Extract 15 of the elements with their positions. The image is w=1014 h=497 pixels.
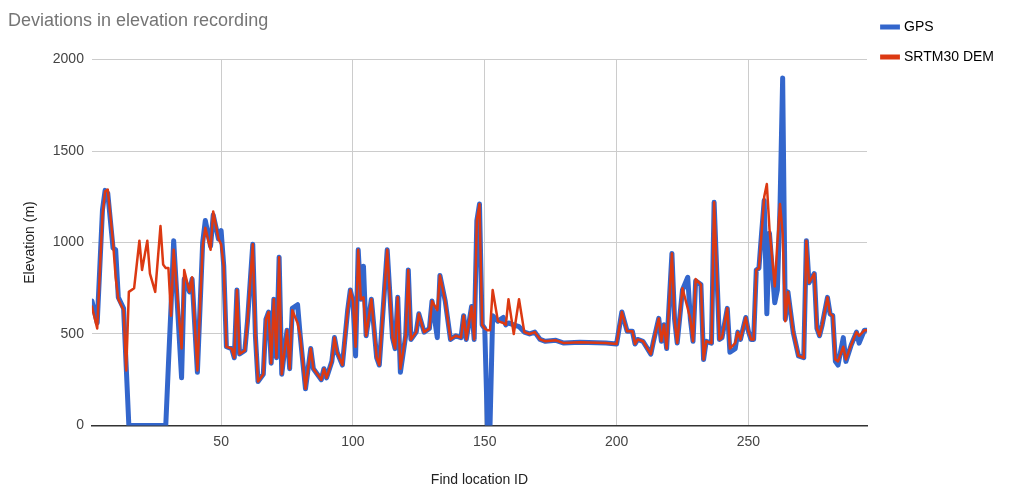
x-axis-title: Find location ID <box>430 471 529 488</box>
x-tick-label: 100 <box>341 432 365 449</box>
legend-label: SRTM30 DEM <box>904 47 994 64</box>
y-axis-title: Elevation (m) <box>21 201 38 284</box>
y-tick-label: 0 <box>76 416 85 433</box>
y-tick-label: 1000 <box>52 233 85 250</box>
x-tick-label: 50 <box>213 432 230 449</box>
y-tick-label: 500 <box>60 324 85 341</box>
legend-label: GPS <box>904 17 934 34</box>
x-tick-label: 200 <box>604 432 629 449</box>
x-tick-label: 150 <box>473 432 497 449</box>
y-tick-label: 1500 <box>52 141 85 158</box>
chart-title: Deviations in elevation recording <box>8 9 269 30</box>
x-tick-label: 250 <box>736 432 761 449</box>
y-tick-label: 2000 <box>52 50 85 67</box>
